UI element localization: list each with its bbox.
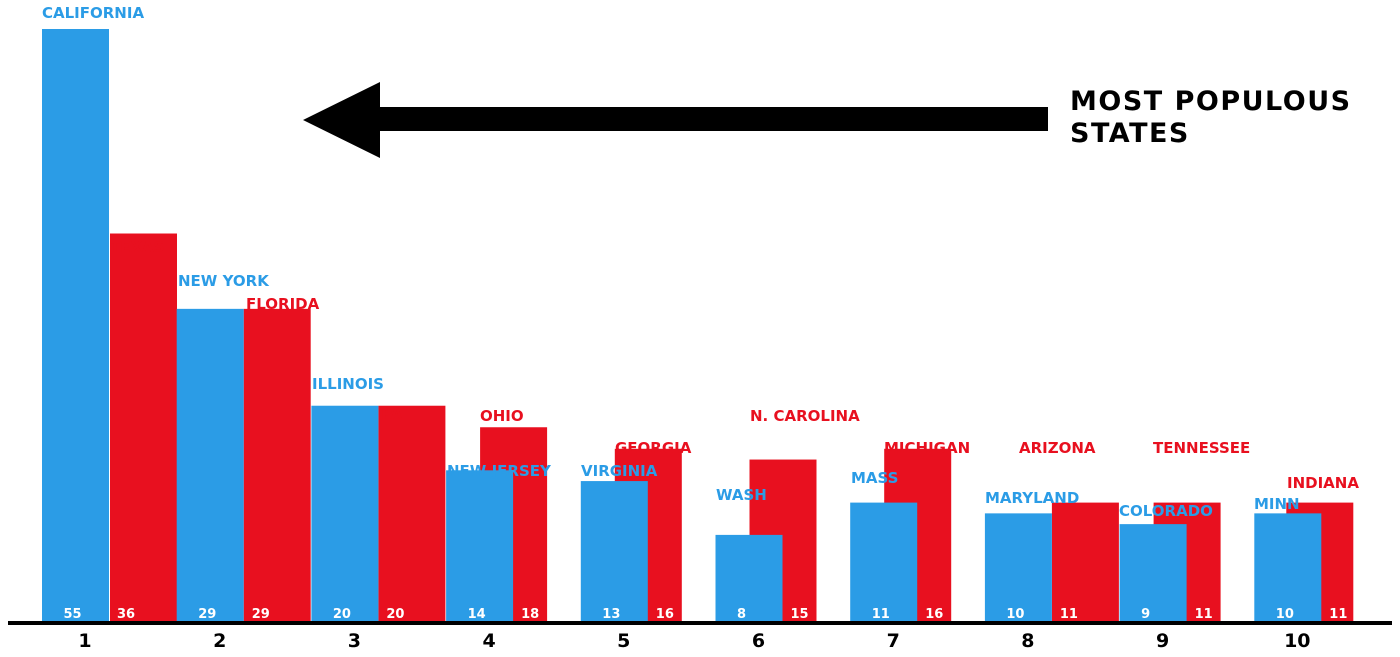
value-label-red-2: 29 <box>252 607 270 622</box>
bar-blue-8 <box>984 513 1052 621</box>
value-label-red-4: 18 <box>521 607 539 622</box>
state-label-blue-5: VIRGINIA <box>581 462 658 480</box>
annotation: MOST POPULOUS STATES <box>303 82 1352 158</box>
state-label-blue-6: WASH <box>716 486 767 504</box>
value-label-red-3: 20 <box>386 607 404 622</box>
annotation-line-2: STATES <box>1070 118 1190 149</box>
value-label-red-7: 16 <box>925 607 943 622</box>
value-label-blue-3: 20 <box>333 607 351 622</box>
value-label-blue-4: 14 <box>468 607 486 622</box>
state-label-blue-2: NEW YORK <box>178 272 270 290</box>
x-tick-3: 3 <box>348 630 361 652</box>
x-tick-4: 4 <box>482 630 495 652</box>
value-label-red-6: 15 <box>791 607 809 622</box>
state-label-red-7: MICHIGAN <box>884 439 970 457</box>
state-label-blue-4: NEW JERSEY <box>447 462 552 480</box>
bar-blue-1 <box>42 29 109 621</box>
value-label-blue-9: 9 <box>1141 607 1150 622</box>
value-label-blue-8: 10 <box>1006 607 1024 622</box>
state-label-red-4: OHIO <box>480 407 524 425</box>
bar-blue-2 <box>176 308 244 621</box>
x-tick-10: 10 <box>1284 630 1310 652</box>
x-tick-5: 5 <box>617 630 630 652</box>
state-label-blue-9: COLORADO <box>1119 502 1213 520</box>
value-label-red-9: 11 <box>1195 607 1213 622</box>
value-label-red-5: 16 <box>656 607 674 622</box>
state-label-red-6: N. CAROLINA <box>750 407 860 425</box>
x-tick-8: 8 <box>1021 630 1034 652</box>
labels-layer: 55 36 CALIFORNIA TEXAS 29 29 NEW YORK FLORIDA 20… <box>42 4 1359 622</box>
annotation-line-1: MOST POPULOUS <box>1070 86 1352 117</box>
value-label-red-10: 11 <box>1329 607 1347 622</box>
x-tick-labels: 1 2 3 4 5 6 7 8 9 10 <box>78 630 1310 652</box>
x-tick-1: 1 <box>78 630 91 652</box>
bar-red-3 <box>378 405 446 621</box>
bar-blue-10 <box>1254 513 1322 621</box>
bar-red-8 <box>1051 502 1119 621</box>
bar-red-2 <box>243 308 311 621</box>
bar-blue-6 <box>715 534 783 621</box>
value-label-blue-6: 8 <box>737 607 746 622</box>
state-label-blue-8: MARYLAND <box>985 489 1079 507</box>
state-label-red-10: INDIANA <box>1287 474 1359 492</box>
bar-blue-7 <box>850 502 918 621</box>
state-label-blue-1: CALIFORNIA <box>42 4 144 22</box>
x-tick-7: 7 <box>887 630 900 652</box>
value-label-red-1: 36 <box>117 607 135 622</box>
x-tick-2: 2 <box>213 630 226 652</box>
value-label-blue-5: 13 <box>602 607 620 622</box>
state-label-red-2: FLORIDA <box>246 295 320 313</box>
value-label-blue-7: 11 <box>872 607 890 622</box>
state-label-red-9: TENNESSEE <box>1153 439 1250 457</box>
bar-red-1 <box>110 233 177 621</box>
bar-blue-3 <box>311 405 379 621</box>
state-label-blue-7: MASS <box>851 469 898 487</box>
state-label-red-3: PA <box>381 405 403 423</box>
state-label-red-8: ARIZONA <box>1019 439 1096 457</box>
left-arrow-icon <box>303 82 1048 158</box>
value-label-blue-10: 10 <box>1276 607 1294 622</box>
state-label-blue-10: MINN <box>1254 495 1300 513</box>
bars-layer <box>42 29 1354 621</box>
state-label-red-1: TEXAS <box>110 238 164 256</box>
value-label-blue-2: 29 <box>198 607 216 622</box>
state-label-blue-3: ILLINOIS <box>312 375 384 393</box>
bar-blue-9 <box>1119 524 1187 621</box>
value-label-blue-1: 55 <box>64 607 82 622</box>
x-tick-6: 6 <box>752 630 765 652</box>
value-label-red-8: 11 <box>1060 607 1078 622</box>
bar-blue-4 <box>446 470 514 621</box>
bar-blue-5 <box>580 481 648 621</box>
state-label-red-5: GEORGIA <box>615 439 692 457</box>
x-tick-9: 9 <box>1156 630 1169 652</box>
